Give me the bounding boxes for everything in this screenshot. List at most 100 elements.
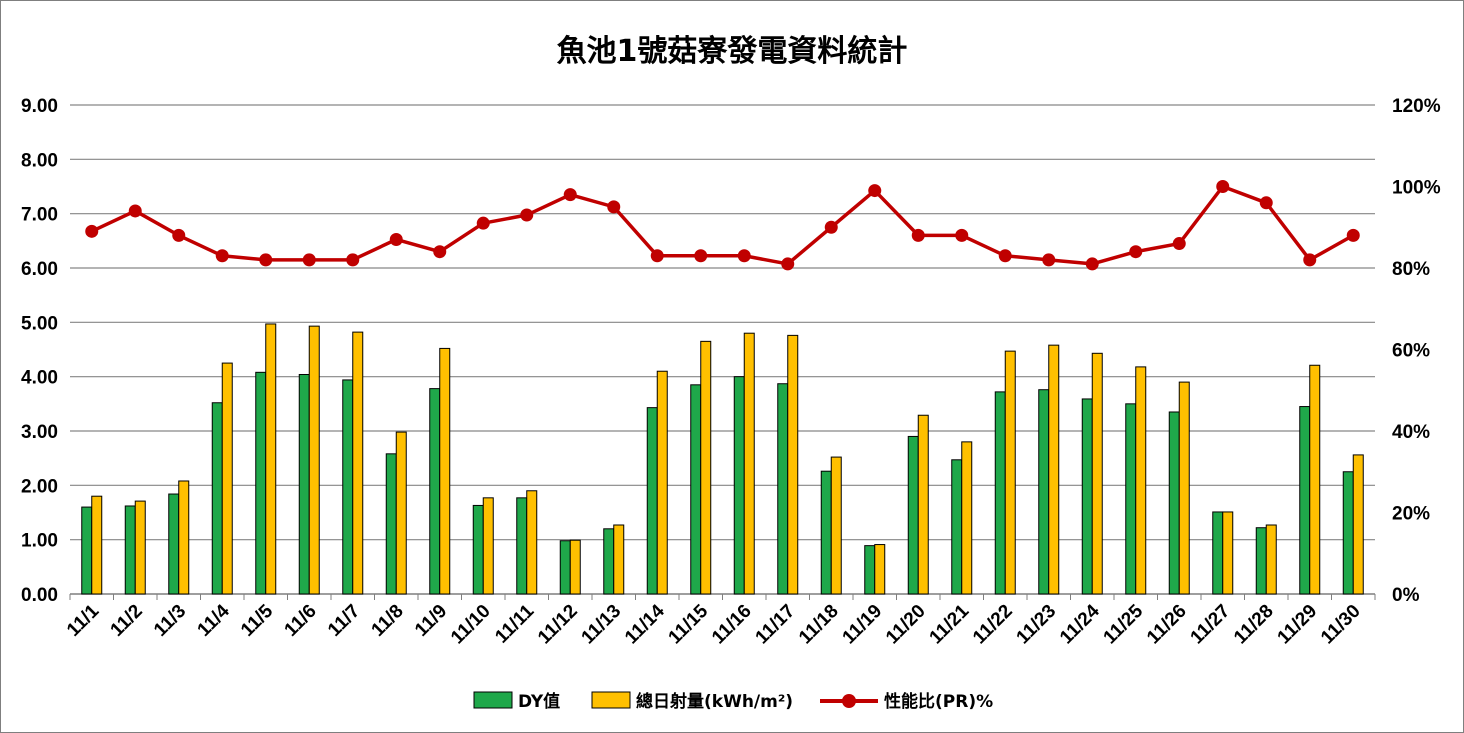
bar-dy — [124, 505, 136, 595]
left-axis-ticks: 0.00 1.00 2.00 3.00 4.00 5.00 6.00 7.00 8.00 9.00 — [21, 96, 58, 606]
x-tick-label: 11/5 — [237, 600, 278, 641]
pr-point — [259, 253, 273, 267]
bar-irradiance — [1222, 511, 1234, 595]
x-axis-labels: 11/1 11/2 11/3 11/4 11/5 11/6 11/7 11/8 11/911/1… — [63, 600, 1365, 648]
bar-dy — [951, 459, 963, 595]
right-tick-label: 80% — [1392, 259, 1430, 280]
x-tick-label: 11/30 — [1317, 601, 1365, 649]
bar-irradiance — [1352, 454, 1364, 595]
left-tick-label: 6.00 — [21, 259, 58, 280]
pr-point — [563, 188, 577, 202]
x-tick-label: 11/19 — [839, 601, 887, 649]
bar-irradiance — [91, 495, 103, 595]
bar-dy — [298, 373, 310, 595]
bar-dy — [559, 540, 571, 595]
bar-dy — [472, 504, 484, 595]
left-tick-label: 3.00 — [21, 422, 58, 443]
left-tick-label: 1.00 — [21, 531, 58, 552]
x-tick-label: 11/4 — [194, 600, 235, 641]
x-tick-label: 11/23 — [1013, 601, 1061, 649]
left-tick-label: 2.00 — [21, 476, 58, 497]
left-tick-label: 7.00 — [21, 205, 58, 226]
bar-irradiance — [265, 323, 277, 595]
legend-swatch-dy — [473, 691, 513, 709]
bar-dy — [907, 435, 919, 595]
right-tick-label: 0% — [1392, 585, 1420, 606]
pr-point — [824, 220, 838, 234]
bar-irradiance — [439, 347, 451, 595]
pr-point — [520, 208, 534, 222]
bar-dy — [81, 506, 93, 595]
bar-dy — [1125, 403, 1137, 595]
pr-point — [389, 232, 403, 246]
bar-irradiance — [656, 370, 668, 595]
pr-point — [911, 228, 925, 242]
bar-irradiance — [1178, 381, 1190, 595]
x-tick-label: 11/24 — [1056, 600, 1104, 648]
x-tick-label: 11/10 — [447, 601, 495, 649]
pr-point — [694, 249, 708, 263]
legend-label-dy: DY值 — [518, 691, 560, 712]
pr-point — [85, 224, 99, 238]
bar-dy — [690, 384, 702, 595]
x-tick-label: 11/12 — [534, 601, 582, 649]
bar-irradiance — [352, 331, 364, 595]
bar-dy — [864, 545, 876, 595]
bar-irradiance — [787, 334, 799, 595]
x-tick-label: 11/28 — [1230, 601, 1278, 649]
pr-line — [91, 184, 1355, 266]
bar-dy — [646, 407, 658, 595]
bar-dy — [1342, 471, 1354, 595]
x-tick-label: 11/7 — [324, 601, 364, 641]
bar-irradiance — [221, 362, 233, 595]
x-tick-label: 11/20 — [882, 601, 930, 649]
x-tick-label: 11/14 — [621, 600, 669, 648]
bar-irradiance — [1135, 366, 1147, 595]
left-tick-label: 5.00 — [21, 313, 58, 334]
bar-dy — [820, 470, 832, 595]
legend: DY值 總日射量(kWh/m²) 性能比(PR)% — [473, 691, 993, 712]
x-tick-label: 11/15 — [665, 600, 713, 648]
line-series — [85, 180, 1360, 271]
x-tick-label: 11/26 — [1143, 601, 1191, 649]
bar-dy — [255, 371, 267, 595]
bar-dy — [603, 528, 615, 595]
bar-irradiance — [395, 431, 407, 595]
x-tick-label: 11/22 — [969, 601, 1017, 649]
bar-irradiance — [308, 325, 320, 595]
bar-irradiance — [1091, 352, 1103, 595]
bar-irradiance — [613, 524, 625, 595]
pr-point — [1346, 228, 1360, 242]
pr-point — [1129, 245, 1143, 259]
pr-point — [172, 228, 186, 242]
pr-point — [1216, 180, 1230, 193]
pr-point — [476, 216, 490, 230]
x-tick-label: 11/8 — [368, 601, 408, 641]
x-tick-label: 11/11 — [491, 600, 538, 647]
x-tick-label: 11/17 — [752, 601, 800, 649]
bar-dy — [777, 383, 789, 595]
x-tick-label: 11/2 — [107, 601, 147, 641]
bar-irradiance — [1309, 364, 1321, 595]
right-tick-label: 20% — [1392, 504, 1430, 525]
pr-point — [737, 249, 751, 263]
bar-dy — [385, 453, 397, 595]
pr-point — [1259, 196, 1273, 210]
bar-irradiance — [482, 497, 494, 595]
right-tick-label: 40% — [1392, 422, 1430, 443]
left-tick-label: 0.00 — [21, 585, 58, 606]
bar-irradiance — [700, 340, 712, 595]
left-tick-label: 8.00 — [21, 150, 58, 171]
pr-point — [215, 249, 229, 263]
right-tick-label: 100% — [1392, 178, 1441, 199]
bar-irradiance — [961, 441, 973, 595]
left-tick-label: 4.00 — [21, 368, 58, 389]
pr-point — [346, 253, 360, 267]
bar-irradiance — [134, 500, 146, 595]
bar-dy — [1255, 527, 1267, 595]
bar-irradiance — [569, 539, 581, 595]
bar-irradiance — [1004, 350, 1016, 595]
bar-dy — [733, 376, 745, 595]
pr-point — [1303, 253, 1317, 267]
